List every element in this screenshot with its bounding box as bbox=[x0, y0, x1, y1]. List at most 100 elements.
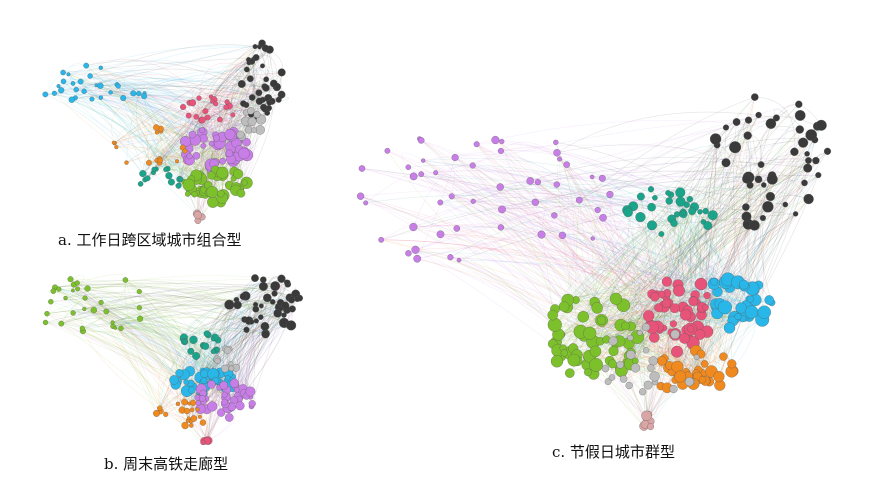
network-node bbox=[224, 299, 235, 310]
network-edge bbox=[423, 160, 684, 212]
network-edge bbox=[589, 194, 672, 357]
network-node bbox=[214, 357, 221, 364]
network-node bbox=[658, 231, 665, 237]
network-edge bbox=[100, 78, 126, 99]
network-edge bbox=[562, 235, 653, 295]
network-edge bbox=[541, 234, 665, 307]
network-edge bbox=[530, 180, 750, 317]
network-edge bbox=[143, 46, 260, 174]
network-edge bbox=[116, 72, 212, 97]
network-edge bbox=[112, 303, 257, 323]
network-edge bbox=[602, 217, 676, 335]
network-node bbox=[358, 165, 366, 172]
network-edge bbox=[500, 227, 735, 318]
network-edge bbox=[114, 120, 203, 144]
network-node bbox=[210, 348, 216, 355]
network-node bbox=[261, 330, 270, 339]
network-edge bbox=[575, 299, 702, 376]
network-edge bbox=[246, 80, 261, 106]
network-node bbox=[754, 175, 763, 184]
network-edge bbox=[196, 121, 247, 214]
network-node bbox=[746, 295, 754, 303]
network-edge bbox=[609, 138, 815, 195]
network-node bbox=[98, 65, 103, 70]
network-edge bbox=[501, 205, 796, 215]
network-edge bbox=[68, 70, 203, 121]
network-edge bbox=[218, 83, 267, 120]
network-edge bbox=[182, 331, 230, 350]
network-edge bbox=[76, 89, 212, 144]
network-edge bbox=[114, 61, 253, 144]
network-edge bbox=[53, 290, 216, 374]
network-node bbox=[643, 380, 653, 390]
network-edge bbox=[183, 328, 247, 338]
network-edge bbox=[455, 154, 580, 201]
network-edge bbox=[472, 165, 687, 331]
network-edge bbox=[90, 75, 247, 122]
network-node bbox=[200, 377, 208, 385]
network-edge bbox=[734, 204, 786, 318]
network-node bbox=[108, 90, 113, 95]
network-edge bbox=[116, 84, 157, 161]
network-edge bbox=[106, 311, 226, 369]
network-edge bbox=[594, 223, 749, 303]
network-edge bbox=[226, 61, 252, 107]
network-node bbox=[421, 158, 426, 163]
network-edge bbox=[86, 65, 241, 135]
network-node bbox=[591, 302, 603, 314]
network-edge bbox=[76, 89, 204, 139]
network-edge bbox=[77, 286, 230, 305]
network-node bbox=[670, 329, 680, 340]
network-node bbox=[661, 276, 672, 287]
network-node bbox=[534, 179, 541, 186]
network-node bbox=[795, 125, 804, 134]
network-edge bbox=[423, 160, 632, 354]
network-edge bbox=[754, 151, 828, 226]
network-edge bbox=[661, 233, 733, 364]
network-edge bbox=[82, 330, 251, 392]
network-node bbox=[795, 100, 803, 108]
network-node bbox=[210, 336, 216, 342]
network-edge bbox=[194, 59, 249, 141]
network-node bbox=[219, 157, 227, 165]
network-edge bbox=[632, 206, 658, 294]
network-edge bbox=[118, 83, 247, 113]
network-edge bbox=[569, 192, 681, 374]
network-node bbox=[190, 415, 198, 422]
network-edge bbox=[552, 315, 732, 345]
network-edge bbox=[583, 184, 764, 337]
network-edge bbox=[559, 158, 613, 365]
network-node bbox=[217, 408, 226, 417]
network-edge bbox=[680, 172, 749, 202]
network-edge bbox=[179, 117, 208, 180]
network-edge bbox=[139, 318, 198, 410]
network-edge bbox=[125, 279, 232, 364]
network-node bbox=[73, 86, 79, 93]
network-node bbox=[251, 127, 257, 134]
network-edge bbox=[476, 144, 698, 377]
network-edge bbox=[562, 213, 796, 236]
network-node bbox=[641, 410, 652, 421]
network-node bbox=[598, 174, 606, 182]
network-edge bbox=[690, 198, 809, 317]
network-node bbox=[751, 93, 759, 101]
network-edge bbox=[203, 346, 244, 390]
network-edge bbox=[609, 217, 641, 361]
network-edge bbox=[65, 297, 180, 374]
network-edge bbox=[562, 212, 684, 358]
network-edge bbox=[450, 256, 563, 335]
network-edge bbox=[500, 141, 560, 160]
network-edge bbox=[661, 233, 671, 366]
network-node bbox=[182, 339, 188, 345]
network-node bbox=[686, 195, 694, 203]
network-node bbox=[657, 290, 666, 299]
network-node bbox=[413, 254, 422, 263]
network-edge bbox=[139, 307, 179, 404]
network-edge bbox=[435, 172, 651, 427]
network-edge bbox=[635, 210, 706, 362]
network-edge bbox=[72, 68, 251, 84]
network-node bbox=[451, 153, 459, 162]
network-node bbox=[223, 104, 229, 110]
network-edge bbox=[184, 284, 288, 342]
network-edge bbox=[451, 196, 688, 311]
